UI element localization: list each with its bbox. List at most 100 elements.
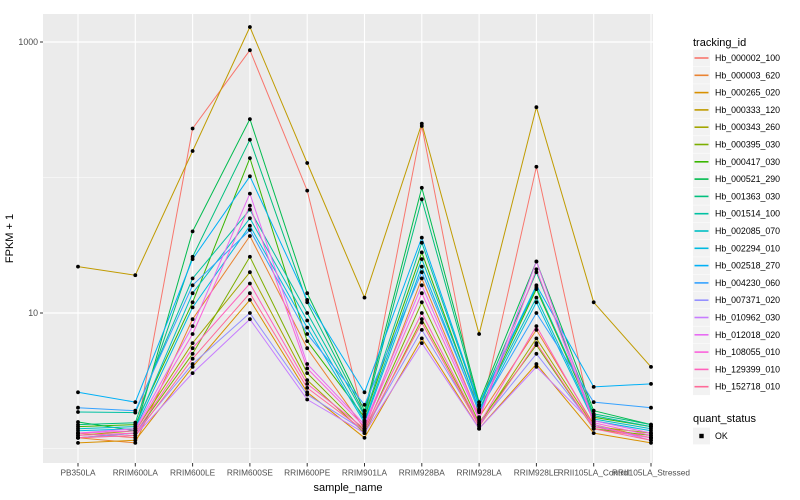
data-point — [419, 276, 424, 281]
data-point — [534, 324, 539, 328]
data-point — [534, 362, 539, 366]
data-point — [419, 341, 424, 345]
legend-label: Hb_152718_010 — [715, 382, 780, 392]
data-point — [649, 405, 653, 410]
y-tick-label: 1000 — [18, 37, 38, 47]
data-point — [305, 346, 310, 351]
legend-label: Hb_000002_100 — [715, 53, 780, 63]
data-point — [248, 234, 252, 238]
data-point — [534, 336, 539, 341]
data-point — [76, 420, 80, 424]
data-point — [362, 408, 367, 413]
data-point — [534, 267, 539, 272]
data-point — [419, 317, 424, 322]
data-point — [248, 281, 252, 286]
data-point — [362, 428, 367, 433]
x-tick-label: RRIM600LA — [113, 468, 159, 478]
data-point — [190, 283, 195, 288]
data-point — [76, 410, 80, 414]
x-tick-label: RRIM600LE — [170, 468, 216, 478]
data-point — [248, 270, 252, 275]
data-point — [477, 402, 481, 407]
data-point — [133, 438, 138, 443]
data-point — [419, 320, 424, 325]
legend-title-quant-status: quant_status — [693, 413, 756, 425]
x-tick-label: RRIM928BA — [399, 468, 446, 478]
x-tick-label: RRIM901LA — [342, 468, 388, 478]
data-point — [305, 362, 310, 366]
x-tick-label: RRII105LA_Control — [558, 468, 630, 478]
data-point — [190, 229, 195, 234]
data-point — [133, 408, 138, 413]
data-point — [419, 291, 424, 296]
legend-title-tracking-id: tracking_id — [693, 37, 746, 49]
data-point — [76, 405, 80, 410]
legend-label: Hb_007371_020 — [715, 295, 780, 305]
x-axis-title: sample_name — [313, 482, 382, 494]
y-tick-label: 10 — [28, 308, 38, 318]
legend-label: Hb_000417_030 — [715, 157, 780, 167]
data-point — [534, 311, 539, 315]
data-point — [419, 283, 424, 288]
data-point — [419, 235, 424, 240]
data-point — [190, 317, 195, 322]
legend-label: Hb_002518_270 — [715, 261, 780, 271]
legend-label: Hb_002294_010 — [715, 243, 780, 253]
data-point — [534, 341, 539, 345]
legend-label: Hb_000521_290 — [715, 174, 780, 184]
data-point — [534, 105, 539, 110]
data-point — [133, 273, 138, 278]
data-point — [248, 117, 252, 121]
legend-label: Hb_129399_010 — [715, 364, 780, 374]
data-point — [591, 426, 596, 431]
data-point — [190, 324, 195, 328]
data-point — [248, 203, 252, 208]
data-point — [190, 149, 195, 153]
data-point — [76, 422, 80, 427]
data-point — [248, 254, 252, 259]
data-point — [419, 328, 424, 332]
data-point — [248, 48, 252, 53]
data-point — [190, 305, 195, 310]
data-point — [305, 161, 310, 165]
data-point — [419, 311, 424, 315]
data-point — [305, 378, 310, 382]
x-tick-label: RRIM928LA — [456, 468, 502, 478]
data-point — [305, 366, 310, 371]
data-point — [534, 365, 539, 369]
data-point — [477, 417, 481, 421]
y-axis-title: FPKM + 1 — [4, 214, 16, 263]
data-point — [534, 283, 539, 288]
data-point — [534, 270, 539, 275]
data-point — [305, 325, 310, 330]
data-point — [76, 435, 80, 440]
data-point — [591, 300, 596, 305]
data-point — [190, 365, 195, 369]
legend-label: Hb_004230_060 — [715, 278, 780, 288]
data-point — [591, 400, 596, 404]
data-point — [591, 413, 596, 418]
data-point — [190, 362, 195, 366]
data-point — [362, 390, 367, 395]
data-point — [362, 295, 367, 300]
data-point — [419, 264, 424, 269]
data-point — [190, 371, 195, 375]
data-point — [248, 207, 252, 212]
data-point — [248, 317, 252, 322]
data-point — [419, 270, 424, 275]
data-point — [248, 291, 252, 296]
data-point — [305, 392, 310, 397]
data-point — [190, 341, 195, 345]
data-point — [76, 390, 80, 395]
data-point — [190, 291, 195, 296]
x-tick-label: RRIM928LE — [514, 468, 560, 478]
legend-label: Hb_000395_030 — [715, 140, 780, 150]
data-point — [190, 356, 195, 361]
data-point — [248, 191, 252, 196]
data-point — [591, 385, 596, 389]
data-point — [305, 188, 310, 193]
data-point — [305, 332, 310, 336]
data-point — [76, 264, 80, 269]
data-point — [248, 311, 252, 315]
data-point — [305, 291, 310, 296]
